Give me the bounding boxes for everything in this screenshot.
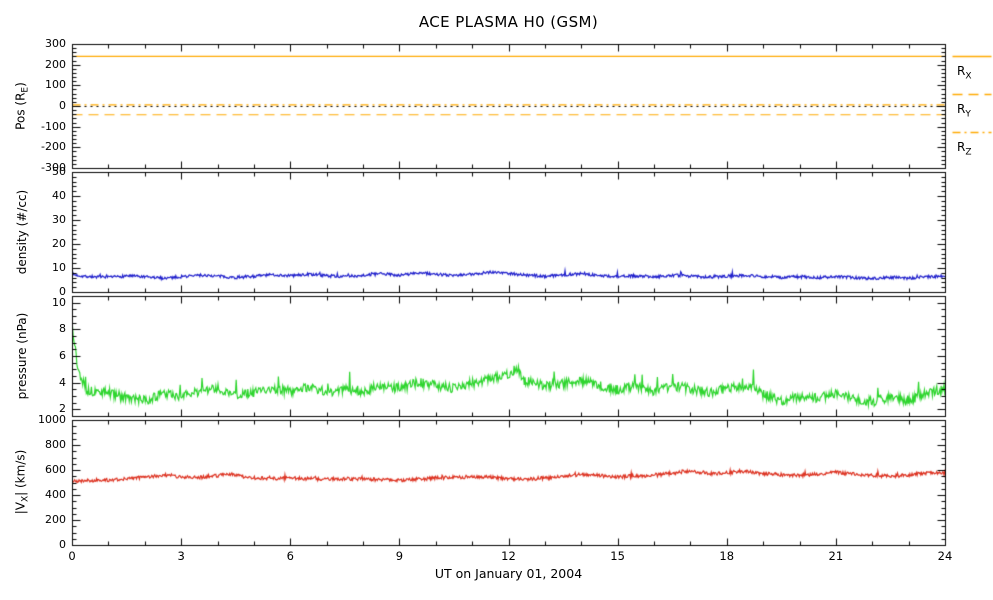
plot-canvas [0, 0, 993, 600]
plot-figure: ACE PLASMA H0 (GSM) Pos (RE) density (#/… [0, 0, 993, 600]
